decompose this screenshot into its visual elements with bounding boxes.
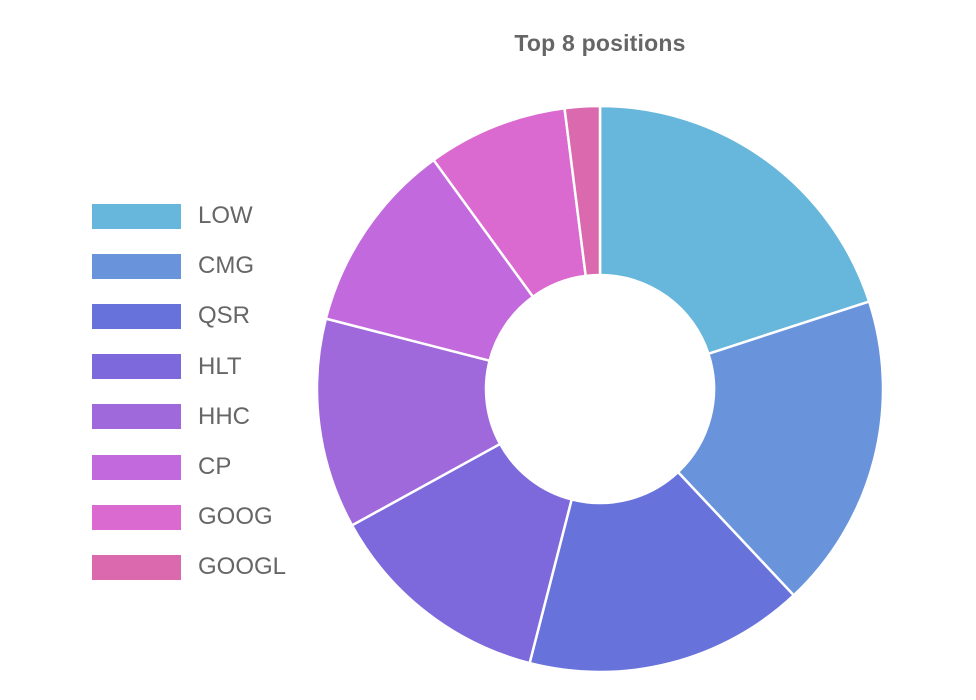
legend-swatch-hlt xyxy=(92,354,181,380)
slice-qsr[interactable] xyxy=(528,470,796,674)
slice-cmg[interactable] xyxy=(676,299,885,598)
slice-cp[interactable] xyxy=(324,158,535,363)
legend-item-low[interactable]: LOW xyxy=(92,191,286,241)
legend-item-cmg[interactable]: CMG xyxy=(92,241,286,291)
legend-label-cp: CP xyxy=(198,453,232,481)
slice-googl[interactable] xyxy=(563,104,602,278)
legend-swatch-hhc xyxy=(92,404,181,430)
legend-swatch-goog xyxy=(92,504,181,530)
chart-legend: LOW CMG QSR HLT HHC CP GOOG GOOGL xyxy=(92,191,286,593)
legend-item-qsr[interactable]: QSR xyxy=(92,291,286,341)
slice-low[interactable] xyxy=(598,104,871,356)
legend-label-googl: GOOGL xyxy=(198,553,287,581)
legend-item-googl[interactable]: GOOGL xyxy=(92,542,286,592)
chart-title: Top 8 positions xyxy=(514,30,686,56)
legend-swatch-low xyxy=(92,203,181,229)
legend-item-cp[interactable]: CP xyxy=(92,442,286,492)
slice-hhc[interactable] xyxy=(315,317,502,528)
legend-label-qsr: QSR xyxy=(198,302,251,330)
legend-swatch-qsr xyxy=(92,303,181,329)
legend-item-hhc[interactable]: HHC xyxy=(92,392,286,442)
legend-swatch-cp xyxy=(92,454,181,480)
legend-label-hlt: HLT xyxy=(198,352,242,380)
legend-label-hhc: HHC xyxy=(198,402,250,430)
legend-label-low: LOW xyxy=(198,202,253,230)
slice-hlt[interactable] xyxy=(350,442,574,665)
legend-label-cmg: CMG xyxy=(198,252,254,280)
legend-label-goog: GOOG xyxy=(198,503,273,531)
legend-item-goog[interactable]: GOOG xyxy=(92,492,286,542)
legend-swatch-googl xyxy=(92,554,181,580)
legend-item-hlt[interactable]: HLT xyxy=(92,342,286,392)
legend-swatch-cmg xyxy=(92,253,181,279)
